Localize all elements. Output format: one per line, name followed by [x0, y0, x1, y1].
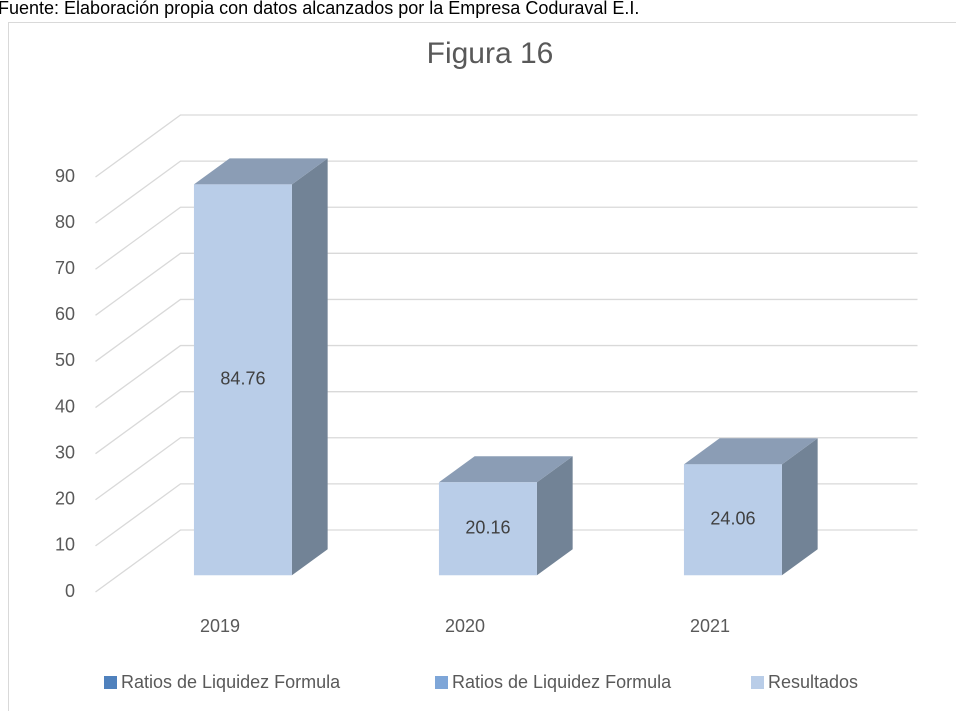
- bar: [683, 464, 782, 576]
- x-tick-label: 2021: [690, 616, 730, 636]
- data-label: 24.06: [710, 509, 755, 529]
- data-label: 20.16: [465, 518, 510, 538]
- y-tick-label: 90: [55, 166, 75, 186]
- bar: [438, 482, 537, 576]
- y-tick-label: 80: [55, 212, 75, 232]
- grid-line: [95, 437, 918, 501]
- y-tick-label: 40: [55, 396, 75, 416]
- legend-label: Resultados: [768, 672, 858, 692]
- bar-side: [291, 158, 328, 576]
- y-tick-label: 0: [65, 581, 75, 601]
- bar-top: [683, 438, 818, 465]
- x-tick-label: 2019: [200, 616, 240, 636]
- y-tick-label: 50: [55, 350, 75, 370]
- bar-top: [193, 158, 328, 185]
- legend-label: Ratios de Liquidez Formula: [452, 672, 672, 692]
- y-tick-label: 20: [55, 489, 75, 509]
- chart-border: [8, 22, 956, 711]
- legend-swatch: [104, 676, 117, 689]
- grid-line: [95, 298, 918, 362]
- y-tick-label: 30: [55, 442, 75, 462]
- grid-line: [95, 252, 918, 316]
- bar-side: [536, 456, 573, 576]
- legend-swatch: [751, 676, 764, 689]
- bar-top: [438, 456, 573, 483]
- grid-line: [95, 344, 918, 409]
- grid-line: [95, 391, 918, 455]
- x-tick-label: 2020: [445, 616, 485, 636]
- bar: [193, 184, 292, 576]
- chart-title: Figura 16: [427, 37, 554, 70]
- grid-line: [95, 160, 918, 224]
- y-tick-label: 60: [55, 304, 75, 324]
- legend-label: Ratios de Liquidez Formula: [121, 672, 341, 692]
- bar-side: [781, 438, 818, 576]
- grid-line: [95, 206, 918, 270]
- y-tick-label: 70: [55, 258, 75, 278]
- source-note: Fuente: Elaboración propia con datos alc…: [0, 0, 639, 18]
- legend-swatch: [435, 676, 448, 689]
- grid-line: [95, 483, 918, 547]
- grid-line: [95, 529, 918, 593]
- data-label: 84.76: [220, 369, 265, 389]
- y-tick-label: 10: [55, 535, 75, 555]
- grid-line: [95, 114, 918, 178]
